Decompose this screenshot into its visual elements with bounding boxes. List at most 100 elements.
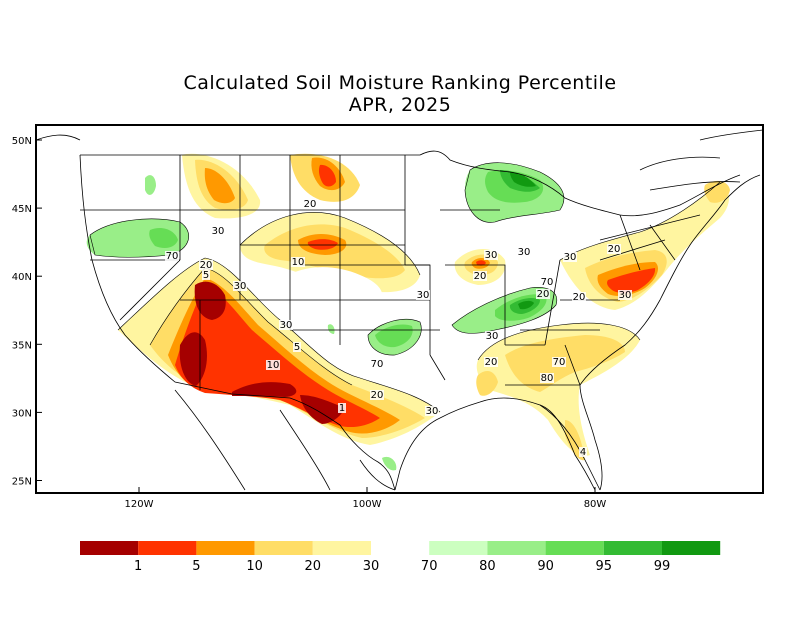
contour-label: 30	[212, 226, 225, 237]
legend-label: 10	[246, 559, 263, 574]
legend-swatch	[487, 541, 546, 555]
wet-region-oregon-idaho-moderate	[149, 228, 178, 248]
contour-label-bg	[211, 226, 225, 236]
contour-label: 30	[486, 331, 499, 342]
map-panel	[35, 125, 764, 493]
dry-region-northeast-severe	[607, 268, 656, 293]
contour-label-bg	[425, 406, 439, 416]
legend-swatch	[80, 541, 139, 555]
dry-region-southwest-extreme-3	[232, 382, 297, 397]
contour-label: 70	[553, 357, 566, 368]
dry-region-maine	[704, 180, 730, 203]
legend-swatch	[196, 541, 255, 555]
contour-label-bg	[517, 247, 531, 257]
contour-label: 30	[619, 290, 632, 301]
dry-region-dakota-severe	[318, 164, 336, 187]
contour-label-bg	[618, 290, 632, 300]
contour-label-bg	[370, 390, 384, 400]
legend-swatch	[312, 541, 371, 555]
dry-region-southwest-severe	[175, 285, 380, 428]
dry-region-mississippi	[476, 370, 498, 396]
wet-region-montana-small	[145, 175, 156, 195]
color-legend: 1 5 10 20 30 70 80 90 95 99	[80, 541, 721, 574]
map-title: Calculated Soil Moisture Ranking Percent…	[183, 72, 617, 94]
contour-label: 5	[294, 342, 300, 353]
contour-value-labels: 2030702053010203030305102030170203070302…	[165, 199, 632, 458]
dry-region-southwest-extreme-1	[194, 281, 226, 320]
contour-label: 30	[518, 247, 531, 258]
y-axis-label: 45N	[12, 204, 32, 215]
contour-label-bg	[199, 260, 213, 270]
y-axis-label: 30N	[12, 408, 32, 419]
contour-label: 30	[417, 290, 430, 301]
geography-lines	[35, 129, 764, 491]
contour-label-bg	[572, 292, 586, 302]
y-axis-labels: 50N 45N 40N 35N 30N 25N	[12, 136, 42, 488]
dry-region-illinois-severe	[476, 260, 486, 266]
y-axis-label: 50N	[12, 136, 32, 147]
legend-swatch	[662, 541, 721, 555]
x-axis-labels: 120W 100W 80W	[125, 487, 607, 510]
contour-label: 20	[573, 292, 586, 303]
contour-label: 10	[267, 360, 280, 371]
contour-label: 30	[280, 320, 293, 331]
contour-lines	[89, 162, 721, 413]
contour-label: 1	[339, 403, 345, 414]
contour-label: 4	[580, 447, 586, 458]
contour-label-bg	[484, 357, 498, 367]
x-axis-label: 100W	[353, 499, 382, 510]
contour-label-bg	[266, 360, 280, 370]
legend-swatch	[545, 541, 604, 555]
y-axis-label: 40N	[12, 272, 32, 283]
y-axis-label: 25N	[12, 477, 32, 488]
contour-label: 20	[474, 271, 487, 282]
wet-region-texas-coast	[382, 456, 397, 471]
legend-swatch	[603, 541, 662, 555]
contour-label-bg	[484, 250, 498, 260]
y-axis-label: 35N	[12, 340, 32, 351]
x-axis-label: 120W	[125, 499, 154, 510]
legend-swatch	[138, 541, 197, 555]
contour-label: 30	[564, 252, 577, 263]
legend-label: 90	[537, 559, 554, 574]
contour-label-bg	[552, 357, 566, 367]
map-subtitle: APR, 2025	[348, 94, 452, 116]
dry-region-southwest-extreme-4	[300, 395, 345, 424]
legend-label: 80	[479, 559, 496, 574]
legend-label: 20	[305, 559, 322, 574]
contour-label-bg	[473, 271, 487, 281]
contour-label-bg	[293, 342, 301, 352]
wet-region-tennessee	[327, 324, 335, 334]
x-axis-label: 80W	[584, 499, 607, 510]
contour-label-bg	[579, 447, 587, 457]
dry-region-montana-moderate	[204, 168, 235, 204]
contour-label-bg	[338, 403, 346, 413]
contour-label: 20	[200, 260, 213, 271]
contour-label-bg	[279, 320, 293, 330]
contour-label-bg	[165, 251, 179, 261]
contour-label-bg	[202, 270, 210, 280]
contour-label-bg	[607, 244, 621, 254]
contour-label-bg	[485, 331, 499, 341]
wet-region-great-lakes-extreme	[510, 172, 536, 187]
contour-label: 10	[292, 257, 305, 268]
legend-label: 70	[421, 559, 438, 574]
contour-label: 20	[304, 199, 317, 210]
contour-label: 20	[371, 390, 384, 401]
contour-label-bg	[540, 277, 554, 287]
contour-label: 30	[234, 281, 247, 292]
contour-label-bg	[233, 281, 247, 291]
dry-region-plains-severe	[307, 239, 338, 250]
contour-label: 70	[166, 251, 179, 262]
contour-label: 30	[426, 406, 439, 417]
contour-label: 20	[608, 244, 621, 255]
wet-region-ohio-valley-extreme	[518, 300, 534, 310]
contour-label-bg	[303, 199, 317, 209]
contour-label-bg	[370, 359, 384, 369]
contour-label: 5	[203, 270, 209, 281]
contour-label: 70	[541, 277, 554, 288]
plains-normal-hole	[271, 267, 383, 316]
contour-label-bg	[416, 290, 430, 300]
legend-label: 95	[596, 559, 613, 574]
